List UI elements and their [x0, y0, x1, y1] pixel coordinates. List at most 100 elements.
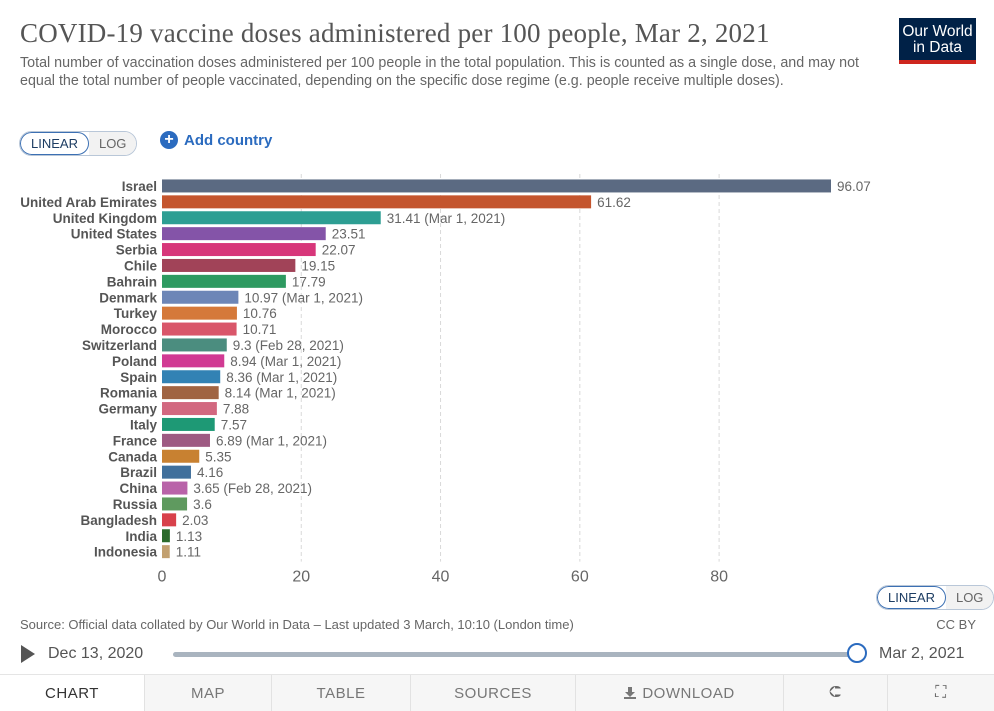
tab-chart[interactable]: CHART [0, 675, 145, 711]
bar [162, 513, 177, 527]
category-label: Serbia [116, 243, 158, 258]
bar [162, 465, 191, 479]
bar [162, 179, 831, 193]
tab-share[interactable]: ⮈ [784, 675, 888, 711]
category-label: Romania [100, 386, 158, 401]
category-label: United Kingdom [53, 211, 157, 226]
bar [162, 402, 217, 416]
category-label: Indonesia [94, 545, 158, 560]
value-label: 10.76 [243, 306, 277, 321]
category-label: Bahrain [107, 274, 157, 289]
category-label: Brazil [120, 465, 157, 480]
category-label: Russia [113, 497, 158, 512]
category-label: Morocco [101, 322, 157, 337]
tab-download[interactable]: DOWNLOAD [576, 675, 784, 711]
scale-toggle-bottom: LINEAR LOG [876, 585, 994, 610]
category-label: Poland [112, 354, 157, 369]
value-label: 31.41 (Mar 1, 2021) [387, 211, 506, 226]
expand-icon: ⛶ [935, 684, 947, 701]
timeline-track[interactable] [173, 652, 857, 657]
bar [162, 545, 170, 559]
share-icon: ⮈ [829, 684, 842, 701]
category-label: Switzerland [82, 338, 157, 353]
x-tick-label: 80 [710, 569, 728, 586]
bar [162, 449, 200, 463]
linear-scale-button[interactable]: LINEAR [20, 132, 89, 155]
bar [162, 354, 225, 368]
play-icon[interactable] [21, 645, 35, 663]
value-label: 9.3 (Feb 28, 2021) [233, 338, 344, 353]
bar [162, 306, 237, 320]
tab-fullscreen[interactable]: ⛶ [888, 675, 994, 711]
bar [162, 243, 316, 257]
category-label: Chile [124, 258, 157, 273]
value-label: 61.62 [597, 195, 631, 210]
value-label: 6.89 (Mar 1, 2021) [216, 433, 327, 448]
timeline-start-date: Dec 13, 2020 [48, 645, 144, 662]
bar [162, 417, 215, 431]
timeline: Dec 13, 2020 Mar 2, 2021 [0, 640, 994, 668]
value-label: 8.94 (Mar 1, 2021) [230, 354, 341, 369]
tab-sources[interactable]: SOURCES [411, 675, 576, 711]
chart-subtitle: Total number of vaccination doses admini… [20, 55, 860, 89]
bar [162, 386, 219, 400]
add-country-label: Add country [184, 131, 273, 149]
x-tick-label: 0 [158, 569, 167, 586]
category-label: Denmark [99, 290, 157, 305]
log-scale-button[interactable]: LOG [88, 132, 137, 155]
value-label: 4.16 [197, 465, 223, 480]
bar [162, 529, 170, 543]
value-label: 2.03 [182, 513, 208, 528]
value-label: 7.57 [221, 417, 247, 432]
owid-logo[interactable]: Our World in Data [899, 18, 976, 64]
category-label: United States [71, 227, 157, 242]
bar-chart: 0 20 40 60 80 Israel 96.07 United Arab Emirates… [20, 174, 871, 586]
x-tick-label: 40 [432, 569, 450, 586]
chart-title: COVID-19 vaccine doses administered per … [20, 18, 770, 48]
license-link[interactable]: CC BY [936, 617, 976, 632]
value-label: 8.36 (Mar 1, 2021) [226, 370, 337, 385]
tab-bar: CHART MAP TABLE SOURCES DOWNLOAD ⮈ ⛶ [0, 674, 994, 711]
linear-scale-button-bottom[interactable]: LINEAR [877, 586, 946, 609]
add-country-button[interactable]: + Add country [160, 131, 272, 149]
bar [162, 195, 592, 209]
logo-line-2: in Data [912, 39, 963, 56]
category-label: Bangladesh [80, 513, 157, 528]
tab-table[interactable]: TABLE [272, 675, 411, 711]
value-label: 1.11 [176, 545, 201, 560]
value-label: 22.07 [322, 243, 356, 258]
bar [162, 211, 381, 225]
bar [162, 497, 188, 511]
value-label: 1.13 [176, 529, 202, 544]
download-icon [624, 687, 637, 699]
category-label: United Arab Emirates [20, 195, 157, 210]
value-label: 8.14 (Mar 1, 2021) [225, 386, 336, 401]
plus-circle-icon: + [160, 131, 178, 149]
value-label: 96.07 [837, 179, 871, 194]
source-note: Source: Official data collated by Our Wo… [20, 617, 574, 632]
bar [162, 274, 286, 288]
bar [162, 338, 227, 352]
category-label: France [113, 433, 158, 448]
x-tick-label: 60 [571, 569, 589, 586]
value-label: 7.88 [223, 402, 249, 417]
value-label: 3.6 [193, 497, 212, 512]
value-label: 10.97 (Mar 1, 2021) [244, 290, 363, 305]
tab-map[interactable]: MAP [145, 675, 272, 711]
timeline-handle[interactable] [847, 643, 867, 663]
bar [162, 322, 237, 336]
value-label: 5.35 [205, 449, 231, 464]
category-label: China [119, 481, 157, 496]
logo-line-1: Our World [902, 23, 973, 40]
value-label: 23.51 [332, 227, 366, 242]
value-label: 3.65 (Feb 28, 2021) [193, 481, 312, 496]
bar [162, 370, 221, 384]
value-label: 19.15 [301, 258, 335, 273]
category-label: Israel [122, 179, 157, 194]
log-scale-button-bottom[interactable]: LOG [945, 586, 994, 609]
bar [162, 290, 239, 304]
bar [162, 227, 326, 241]
category-label: Turkey [114, 306, 158, 321]
category-label: Germany [98, 402, 157, 417]
bar [162, 433, 210, 447]
